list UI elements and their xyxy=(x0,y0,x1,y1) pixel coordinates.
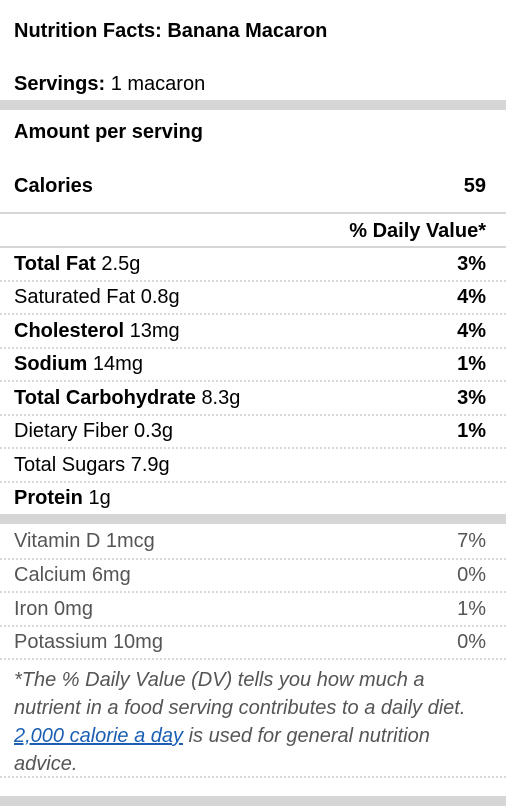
vitamin-name-amount: Potassium 10mg xyxy=(14,630,163,654)
vitamin-daily-value: 1% xyxy=(457,597,486,620)
daily-value-header: % Daily Value* xyxy=(349,220,486,242)
nutrient-row: Total Carbohydrate 8.3g 3% xyxy=(0,380,506,414)
nutrient-name: Protein xyxy=(14,487,83,510)
vitamin-name: Potassium xyxy=(14,631,108,654)
nutrient-name-amount: Saturated Fat 0.8g xyxy=(14,285,180,309)
nutrient-name: Cholesterol xyxy=(14,319,125,342)
nutrient-amount: 7.9g xyxy=(130,453,170,476)
vitamin-name: Vitamin D xyxy=(14,529,101,552)
vitamin-row: Calcium 6mg 0% xyxy=(0,557,506,592)
nutrient-name-amount: Total Carbohydrate 8.3g xyxy=(14,386,240,410)
nutrient-name-amount: Total Fat 2.5g xyxy=(14,252,140,276)
vitamin-name: Calcium xyxy=(14,564,87,587)
thin-divider xyxy=(0,212,506,214)
vitamin-daily-value: 0% xyxy=(457,564,486,587)
footnote-text-before: *The % Daily Value (DV) tells you how mu… xyxy=(14,669,466,719)
bottom-dotted-divider xyxy=(0,776,506,796)
nutrient-name: Total Carbohydrate xyxy=(14,386,196,409)
vitamin-name-amount: Iron 0mg xyxy=(14,597,93,621)
nutrient-daily-value: 3% xyxy=(457,252,486,275)
nutrient-name-amount: Protein 1g xyxy=(14,486,111,510)
vitamin-daily-value: 0% xyxy=(457,631,486,654)
nutrient-name-amount: Total Sugars 7.9g xyxy=(14,453,170,477)
vitamin-row: Vitamin D 1mcg 7% xyxy=(0,524,506,558)
nutrient-amount: 8.3g xyxy=(201,386,241,409)
calories-row: Calories 59 xyxy=(0,150,506,212)
nutrient-amount: 2.5g xyxy=(101,252,141,275)
servings-value: 1 macaron xyxy=(110,73,206,95)
nutrient-row: Total Fat 2.5g 3% xyxy=(0,246,506,280)
nutrient-row: Saturated Fat 0.8g 4% xyxy=(0,279,506,314)
vitamin-list: Vitamin D 1mcg 7% Calcium 6mg 0% Iron 0mg 1% P… xyxy=(0,524,506,658)
nutrient-name: Sodium xyxy=(14,353,88,376)
calorie-link[interactable]: 2,000 calorie a day xyxy=(14,725,184,747)
servings-line: Servings: 1 macaron xyxy=(0,66,506,100)
nutrient-daily-value: 1% xyxy=(457,420,486,443)
nutrient-daily-value: 4% xyxy=(457,286,486,309)
vitamin-daily-value: 7% xyxy=(457,529,486,552)
calories-value: 59 xyxy=(463,175,486,197)
nutrient-name: Dietary Fiber xyxy=(14,420,129,443)
nutrient-row: Dietary Fiber 0.3g 1% xyxy=(0,413,506,448)
vitamin-name-amount: Vitamin D 1mcg xyxy=(14,529,155,553)
vitamin-row: Potassium 10mg 0% xyxy=(0,624,506,659)
amount-per-serving: Amount per serving xyxy=(14,121,203,143)
nutrient-name: Total Sugars xyxy=(14,453,126,476)
thick-divider xyxy=(0,100,506,110)
nutrient-amount: 0.8g xyxy=(140,286,180,309)
nutrient-amount: 0.3g xyxy=(134,420,173,443)
nutrient-row: Sodium 14mg 1% xyxy=(0,346,506,381)
calories-label: Calories xyxy=(14,175,93,197)
vitamin-row: Iron 0mg 1% xyxy=(0,591,506,625)
daily-value-footnote: *The % Daily Value (DV) tells you how mu… xyxy=(0,658,506,776)
nutrient-row: Cholesterol 13mg 4% xyxy=(0,313,506,347)
nutrient-daily-value: 4% xyxy=(457,319,486,342)
nutrient-amount: 1g xyxy=(88,487,111,510)
nutrient-name-amount: Cholesterol 13mg xyxy=(14,319,180,343)
nutrient-daily-value: 3% xyxy=(457,386,486,409)
thick-divider-vitamins xyxy=(0,514,506,524)
vitamin-amount: 6mg xyxy=(91,564,131,587)
vitamin-amount: 10mg xyxy=(112,631,163,654)
vitamin-amount: 0mg xyxy=(54,597,93,620)
label-title: Nutrition Facts: Banana Macaron xyxy=(14,20,328,42)
nutrient-name-amount: Sodium 14mg xyxy=(14,352,143,376)
nutrient-amount: 14mg xyxy=(92,353,143,376)
nutrient-list: Total Fat 2.5g 3% Saturated Fat 0.8g 4% Chol… xyxy=(0,246,506,514)
nutrient-daily-value: 1% xyxy=(457,353,486,376)
vitamin-amount: 1mcg xyxy=(105,529,155,552)
footnote-text-after: is used for general nutrition advice. xyxy=(14,725,430,775)
nutrient-row: Protein 1g xyxy=(0,480,506,515)
nutrient-name-amount: Dietary Fiber 0.3g xyxy=(14,419,173,443)
vitamin-name: Iron xyxy=(14,597,49,620)
nutrient-amount: 13mg xyxy=(129,319,180,342)
servings-label: Servings: xyxy=(14,73,106,95)
nutrient-name: Saturated Fat xyxy=(14,286,136,309)
vitamin-name-amount: Calcium 6mg xyxy=(14,563,131,587)
nutrient-row: Total Sugars 7.9g xyxy=(0,447,506,481)
nutrient-name: Total Fat xyxy=(14,252,96,275)
